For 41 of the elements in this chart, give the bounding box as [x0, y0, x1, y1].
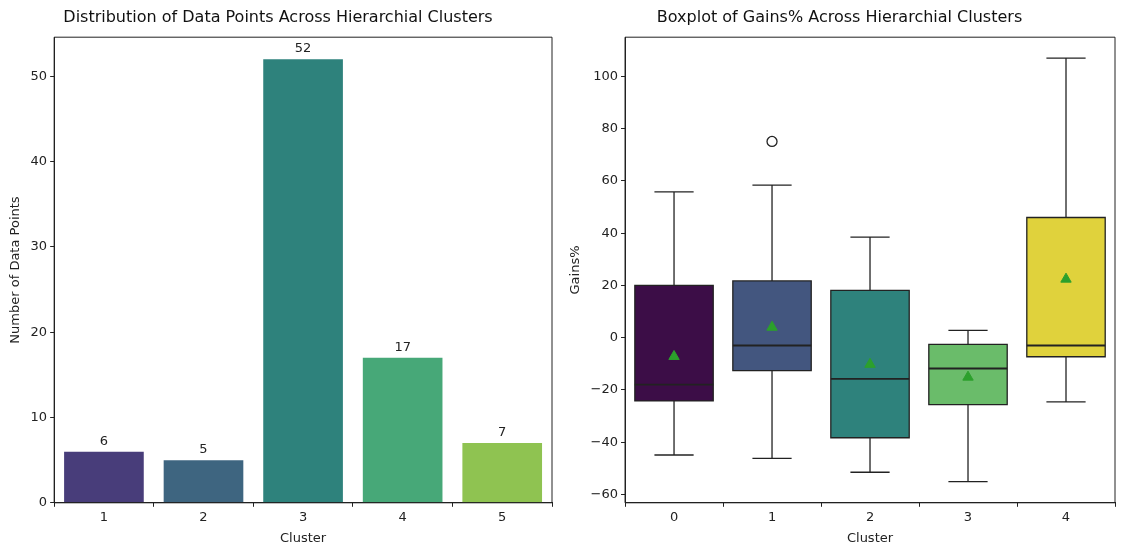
y-tick-label: 30 — [30, 238, 48, 254]
data-label: 7 — [498, 423, 507, 439]
x-tick-label: 2 — [199, 508, 208, 524]
x-tick-label: 2 — [865, 508, 875, 524]
y-tick-label: −40 — [590, 433, 619, 449]
y-axis-title: Number of Data Points — [7, 196, 23, 344]
data-label: 6 — [99, 432, 109, 448]
x-tick-label: 3 — [963, 508, 973, 524]
y-tick-label: 0 — [609, 329, 619, 345]
y-tick-label: 20 — [30, 323, 48, 339]
x-tick-label: 1 — [767, 508, 777, 524]
x-tick-label: 5 — [498, 508, 507, 524]
bar — [163, 460, 244, 503]
bar — [64, 451, 144, 503]
y-tick-label: 80 — [601, 120, 619, 136]
y-tick-label: 40 — [30, 153, 48, 169]
x-tick-label: 1 — [99, 508, 109, 524]
chart-title: Boxplot of Gains% Across Hierarchial Clusters — [656, 6, 1023, 26]
bar — [263, 59, 343, 503]
x-tick-label: 4 — [1061, 508, 1071, 524]
chart-title: Distribution of Data Points Across Hierarchial Clusters — [63, 6, 493, 26]
y-tick-label: 20 — [601, 276, 619, 292]
x-tick-label: 4 — [398, 508, 407, 524]
bar — [362, 357, 443, 503]
x-tick-label: 0 — [669, 508, 679, 524]
x-tick-label: 3 — [298, 508, 308, 524]
x-axis-title: Cluster — [279, 529, 327, 545]
bar — [462, 443, 543, 503]
y-tick-label: 50 — [30, 67, 48, 83]
data-label: 52 — [294, 40, 312, 56]
data-label: 17 — [394, 338, 411, 354]
y-tick-label: 10 — [30, 408, 48, 424]
data-label: 5 — [199, 441, 208, 457]
y-tick-label: 40 — [601, 224, 619, 240]
y-tick-label: −60 — [590, 485, 619, 501]
x-axis-title: Cluster — [846, 529, 894, 545]
y-tick-label: −20 — [590, 381, 619, 397]
y-tick-label: 100 — [593, 67, 619, 83]
y-axis-title: Gains% — [567, 245, 583, 295]
y-tick-label: 0 — [38, 494, 48, 510]
y-tick-label: 60 — [601, 172, 619, 188]
